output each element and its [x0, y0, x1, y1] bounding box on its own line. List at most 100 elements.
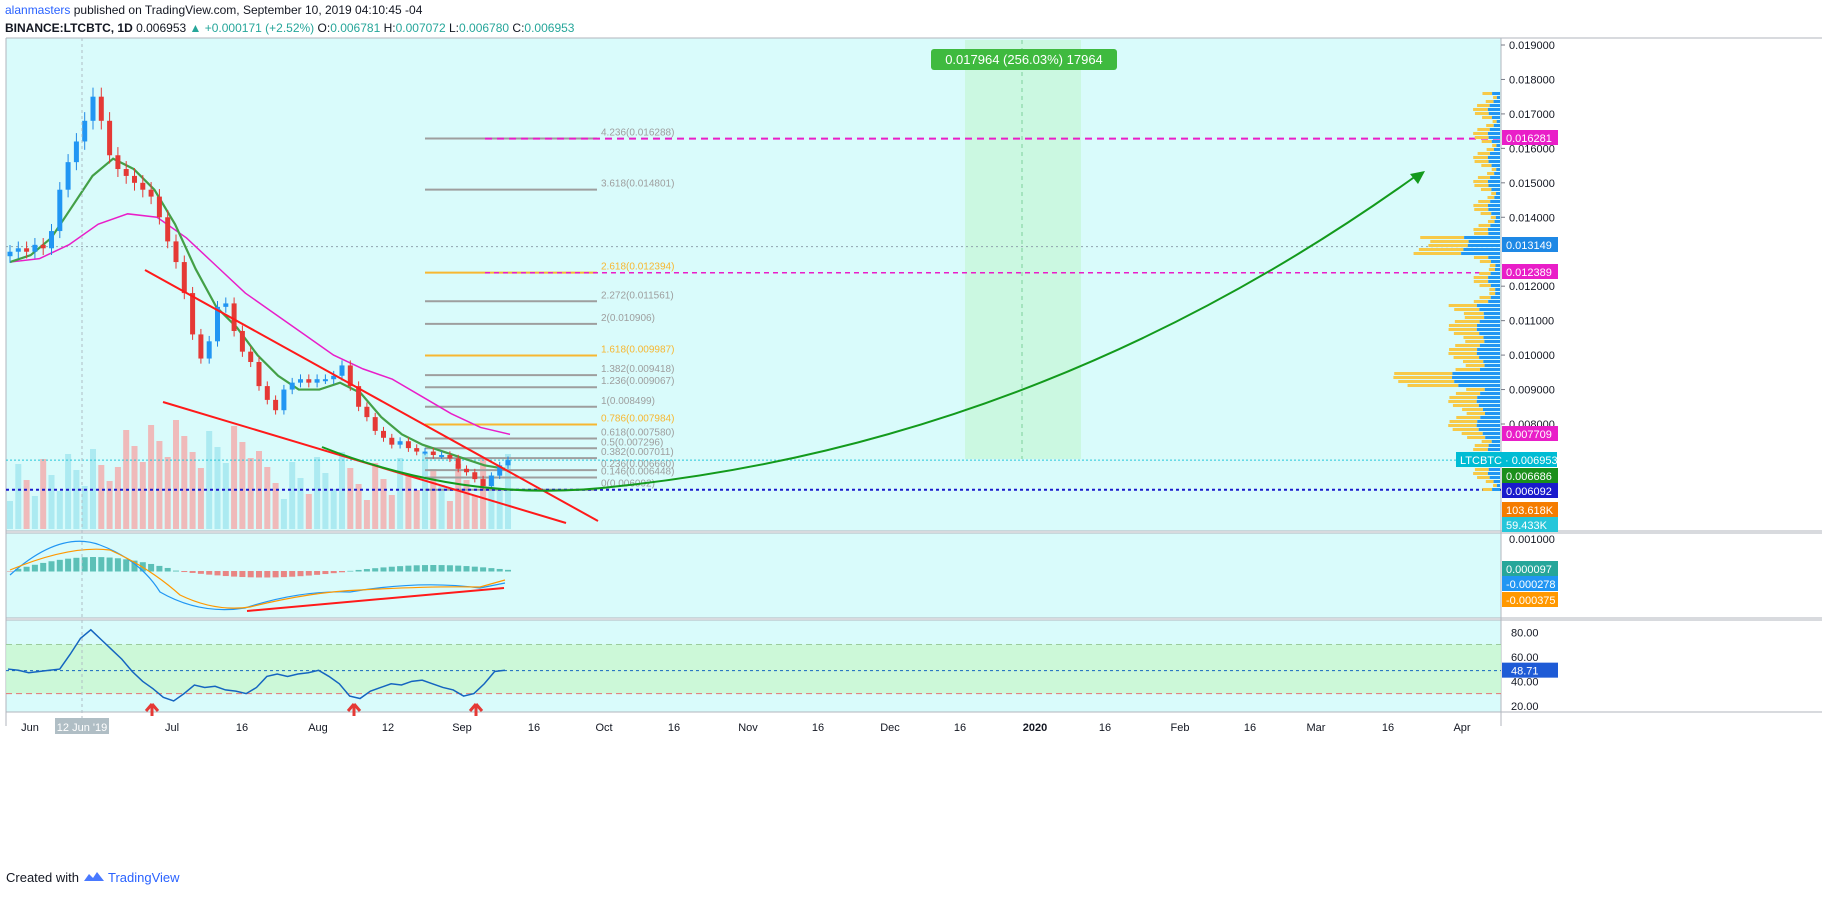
- price-label-bg: [1502, 517, 1558, 532]
- candle-body: [65, 162, 71, 190]
- candle-body: [148, 189, 154, 197]
- volume-profile-up: [1454, 308, 1480, 311]
- y-tick-label: 0.014000: [1509, 212, 1555, 224]
- volume-profile-up: [1462, 360, 1484, 363]
- volume-bar: [413, 490, 420, 529]
- macd-value-label: 0.000097: [1506, 564, 1552, 576]
- fib-label: 1.618(0.009987): [601, 345, 674, 356]
- candle-body: [422, 451, 428, 454]
- volume-profile-down: [1488, 184, 1500, 187]
- main-panel-bg: [6, 38, 1501, 531]
- volume-profile-up: [1486, 124, 1494, 127]
- macd-value-label-bg: [1502, 561, 1558, 576]
- open-value: 0.006781: [330, 21, 381, 35]
- volume-profile-down: [1488, 136, 1500, 139]
- volume-profile-up: [1493, 484, 1497, 487]
- x-tick-label: Dec: [880, 722, 900, 734]
- volume-bar: [247, 458, 254, 529]
- volume-profile-up: [1456, 416, 1481, 419]
- y-tick-label: 0.017000: [1509, 109, 1555, 121]
- x-tick-label: Oct: [595, 722, 612, 734]
- rsi-signal-arrow-2: [468, 703, 484, 716]
- target-box-label-bg: [931, 49, 1117, 70]
- volume-profile-up: [1491, 192, 1497, 195]
- candle-body: [132, 175, 137, 183]
- ema-fast-line: [9, 157, 506, 470]
- volume-profile-down: [1488, 468, 1500, 471]
- volume-bar: [31, 496, 38, 529]
- volume-profile-down: [1493, 100, 1500, 103]
- candle-body: [414, 448, 420, 452]
- volume-profile-up: [1466, 412, 1485, 415]
- tradingview-link[interactable]: TradingView: [108, 870, 180, 885]
- volume-profile-down: [1494, 220, 1500, 223]
- volume-profile-up: [1477, 128, 1490, 131]
- volume-profile-up: [1394, 372, 1453, 375]
- macd-trend-line: [246, 587, 505, 612]
- candle-body: [322, 379, 328, 382]
- y-tick-label: 0.012000: [1509, 281, 1555, 293]
- price-label: 0.007709: [1506, 429, 1552, 441]
- volume-profile-up: [1487, 172, 1495, 175]
- macd-histogram-bar: [438, 565, 445, 572]
- volume-profile-down: [1490, 176, 1500, 179]
- candle-body: [447, 455, 453, 459]
- candle-body: [73, 141, 79, 163]
- price-label-bg: [1502, 468, 1558, 483]
- volume-profile-up: [1474, 208, 1489, 211]
- volume-profile-up: [1473, 180, 1488, 183]
- candle-body: [339, 365, 345, 376]
- volume-profile-down: [1458, 384, 1500, 387]
- volume-profile-up: [1449, 348, 1478, 351]
- volume-profile-up: [1449, 420, 1478, 423]
- macd-histogram-bar: [388, 566, 395, 572]
- volume-profile-down: [1491, 440, 1500, 443]
- volume-bar: [156, 441, 163, 529]
- symbol-name: BINANCE:LTCBTC, 1D: [5, 21, 133, 35]
- volume-profile-down: [1491, 164, 1500, 167]
- symbol-legend: BINANCE:LTCBTC, 1D 0.006953 ▲ +0.000171 …: [5, 21, 574, 35]
- y-tick-label: 0.010000: [1509, 350, 1555, 362]
- volume-profile-up: [1473, 300, 1489, 303]
- volume-profile-down: [1467, 244, 1500, 247]
- volume-profile-up: [1465, 364, 1485, 367]
- candle-body: [57, 189, 63, 232]
- volume-profile-up: [1479, 260, 1491, 263]
- macd-histogram-bar: [15, 568, 22, 572]
- crosshair-date-label: 12 Jun '19: [57, 722, 107, 734]
- macd-histogram-bar: [173, 570, 179, 572]
- volume-profile-up: [1474, 468, 1489, 471]
- volume-profile-down: [1495, 216, 1500, 219]
- volume-profile-down: [1493, 480, 1500, 483]
- high-value: 0.007072: [395, 21, 446, 35]
- macd-histogram-bar: [380, 567, 387, 572]
- volume-profile-down: [1496, 144, 1500, 147]
- volume-profile-up: [1482, 92, 1493, 95]
- volume-profile-up: [1486, 148, 1494, 151]
- volume-profile-down: [1488, 276, 1500, 279]
- volume-profile-up: [1398, 380, 1455, 383]
- volume-bar: [48, 475, 55, 529]
- volume-profile-down: [1490, 224, 1500, 227]
- macd-histogram-bar: [247, 571, 254, 578]
- x-tick-label: Apr: [1453, 722, 1470, 734]
- volume-profile-down: [1485, 436, 1500, 439]
- price-label: 0.006686: [1506, 471, 1552, 483]
- volume-profile-up: [1478, 200, 1491, 203]
- volume-profile-down: [1482, 432, 1500, 435]
- x-tick-label: 16: [668, 722, 680, 734]
- macd-y-tick: 0.001000: [1509, 534, 1555, 546]
- macd-histogram-bar: [197, 571, 204, 574]
- volume-profile-down: [1490, 272, 1500, 275]
- volume-profile-down: [1479, 332, 1500, 335]
- volume-profile-up: [1473, 132, 1488, 135]
- volume-bar: [455, 464, 462, 529]
- macd-histogram-bar: [239, 571, 246, 578]
- volume-bar: [23, 480, 30, 529]
- author-link[interactable]: alanmasters: [5, 3, 71, 17]
- rsi-band: [6, 644, 1501, 694]
- volume-profile-down: [1489, 476, 1500, 479]
- publish-text: published on TradingView.com, September …: [73, 3, 423, 17]
- volume-bar: [289, 462, 296, 529]
